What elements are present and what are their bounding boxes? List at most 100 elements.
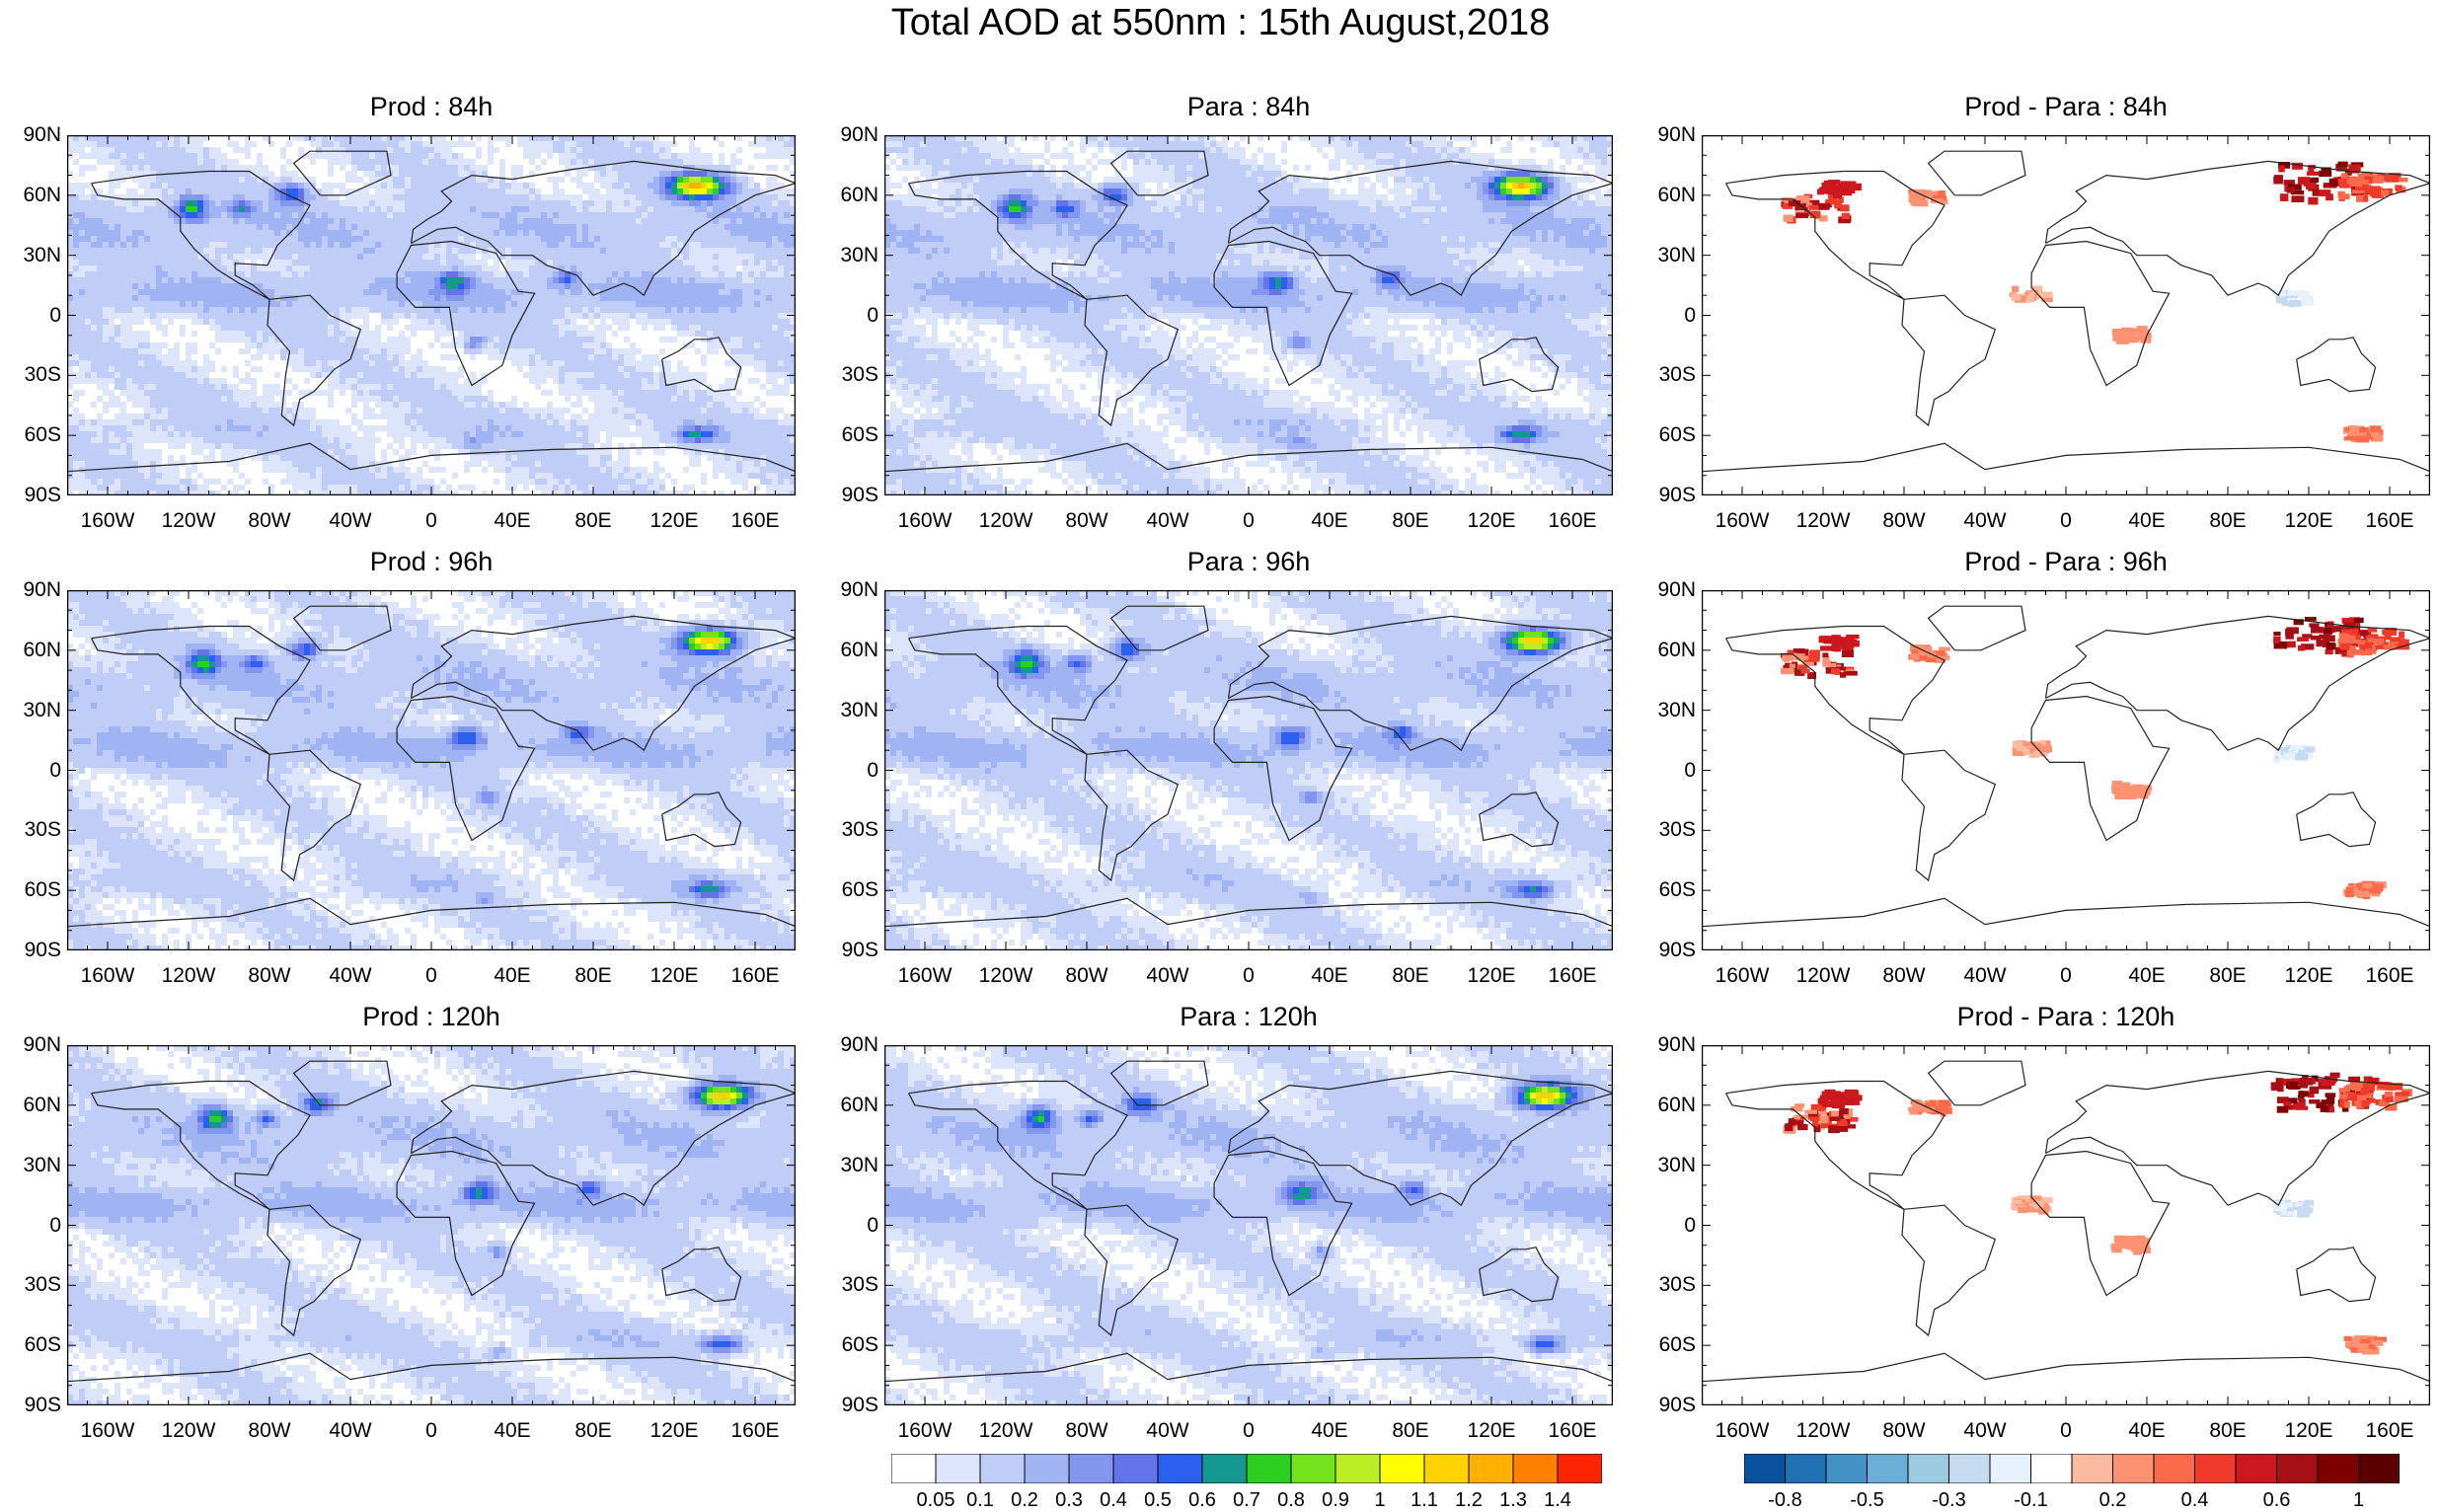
longitude-label: 160W <box>73 964 142 988</box>
map-plot <box>67 590 796 950</box>
aod-colorbar-swatches <box>890 1453 1603 1484</box>
map-plot <box>884 135 1613 495</box>
latitude-label: 30S <box>821 1274 878 1296</box>
map-panel: Prod - Para : 84h 90N 60N 30N 0 30S 60S 90S 160W… <box>1657 92 2430 532</box>
map-panel: Para : 120h 90N 60N 30N 0 30S 60S 90S 160W 120W 80… <box>840 1002 1613 1442</box>
colorbar-label: 0.2 <box>2084 1489 2143 1511</box>
map-panel: Para : 84h 90N 60N 30N 0 30S 60S 90S 160W 120W 80W… <box>840 92 1613 532</box>
longitude-label: 40E <box>2112 509 2181 533</box>
longitude-label: 160E <box>721 1419 790 1443</box>
colorbar-label: -0.5 <box>1838 1489 1897 1511</box>
latitude-label: 90S <box>821 1395 878 1416</box>
latitude-label: 30S <box>4 1274 61 1296</box>
latitude-label: 60N <box>1639 1094 1696 1116</box>
colorbar-swatch <box>2276 1453 2319 1484</box>
longitude-label: 0 <box>397 1419 466 1443</box>
map-plot <box>884 1045 1613 1405</box>
latitude-label: 0 <box>4 759 61 782</box>
longitude-label: 80W <box>1869 964 1939 988</box>
longitude-label: 160W <box>73 509 142 533</box>
latitude-label: 90N <box>1639 579 1696 601</box>
colorbar-label: -0.1 <box>2002 1489 2061 1511</box>
latitude-label: 60S <box>1639 879 1696 901</box>
longitude-label: 160W <box>890 1419 959 1443</box>
longitude-label: 80W <box>235 964 304 988</box>
longitude-label: 40E <box>478 964 547 988</box>
longitude-label: 80E <box>1376 964 1445 988</box>
diff-colorbar-swatches <box>1743 1453 2401 1484</box>
latitude-label: 0 <box>821 304 878 327</box>
longitude-label: 120E <box>640 1419 709 1443</box>
longitude-label: 120W <box>154 964 223 988</box>
latitude-label: 30S <box>4 819 61 841</box>
latitude-label: 30N <box>821 244 878 266</box>
longitude-label: 160W <box>73 1419 142 1443</box>
colorbar-label: 0.4 <box>1084 1489 1143 1511</box>
panel-title: Para : 120h <box>884 1001 1613 1032</box>
longitude-label: 120W <box>154 509 223 533</box>
latitude-label: 30S <box>821 819 878 841</box>
latitude-label: 60S <box>821 1334 878 1356</box>
longitude-label: 80W <box>1052 1419 1121 1443</box>
main-title: Total AOD at 550nm : 15th August,2018 <box>0 2 2441 43</box>
latitude-label: 90N <box>4 579 61 601</box>
latitude-label: 90S <box>1639 1395 1696 1416</box>
longitude-label: 120E <box>2274 1419 2343 1443</box>
longitude-label: 120E <box>640 964 709 988</box>
map-panel: Prod : 120h 90N 60N 30N 0 30S 60S 90S 160W 120W 80… <box>23 1002 796 1442</box>
colorbar-swatch <box>2235 1453 2277 1484</box>
colorbar-label: 1.3 <box>1484 1489 1543 1511</box>
longitude-label: 160W <box>1708 509 1777 533</box>
colorbar-label: 0.9 <box>1306 1489 1365 1511</box>
latitude-label: 0 <box>821 1214 878 1237</box>
latitude-label: 90N <box>821 579 878 601</box>
longitude-label: 120W <box>971 509 1040 533</box>
longitude-label: 160E <box>2355 964 2424 988</box>
map-plot <box>1702 590 2430 950</box>
panel-title: Prod : 84h <box>67 91 796 122</box>
latitude-label: 90N <box>1639 1034 1696 1056</box>
longitude-label: 160W <box>1708 1419 1777 1443</box>
colorbar-label: 0.6 <box>2248 1489 2307 1511</box>
longitude-label: 120W <box>154 1419 223 1443</box>
map-plot <box>67 135 796 495</box>
longitude-label: 40E <box>1295 1419 1364 1443</box>
latitude-label: 0 <box>1639 304 1696 327</box>
longitude-label: 40E <box>2112 964 2181 988</box>
colorbar-swatch <box>1989 1453 2031 1484</box>
map-panel: Prod - Para : 96h 90N 60N 30N 0 30S 60S 90S 160W… <box>1657 547 2430 987</box>
latitude-label: 60S <box>821 879 878 901</box>
longitude-label: 80E <box>559 964 628 988</box>
longitude-label: 0 <box>1214 964 1283 988</box>
longitude-label: 80W <box>235 1419 304 1443</box>
latitude-label: 90N <box>821 1034 878 1056</box>
colorbar-swatch <box>1379 1453 1425 1484</box>
longitude-label: 0 <box>2031 964 2100 988</box>
colorbar-label: 0.8 <box>1261 1489 1321 1511</box>
latitude-label: 0 <box>1639 1214 1696 1237</box>
latitude-label: 90S <box>1639 940 1696 961</box>
latitude-label: 60N <box>4 1094 61 1116</box>
longitude-label: 160W <box>1708 964 1777 988</box>
latitude-label: 30S <box>4 364 61 386</box>
latitude-label: 60N <box>1639 184 1696 206</box>
colorbar-label: 0.7 <box>1217 1489 1276 1511</box>
colorbar-label: 1.2 <box>1439 1489 1498 1511</box>
latitude-label: 30N <box>821 699 878 721</box>
map-panel: Prod - Para : 120h 90N 60N 30N 0 30S 60S 90S 160… <box>1657 1002 2430 1442</box>
latitude-label: 30N <box>4 244 61 266</box>
longitude-label: 120W <box>1789 964 1858 988</box>
latitude-label: 90N <box>1639 124 1696 146</box>
colorbar-label: 0.05 <box>906 1489 965 1511</box>
map-plot <box>1702 135 2430 495</box>
longitude-label: 0 <box>1214 509 1283 533</box>
latitude-label: 0 <box>821 759 878 782</box>
colorbar-label: 0.6 <box>1173 1489 1232 1511</box>
longitude-label: 160E <box>2355 509 2424 533</box>
colorbar-swatch <box>1290 1453 1336 1484</box>
colorbar-swatch <box>1468 1453 1514 1484</box>
longitude-label: 160E <box>721 964 790 988</box>
colorbar-label: 0.3 <box>1039 1489 1099 1511</box>
colorbar-swatch <box>2071 1453 2113 1484</box>
latitude-label: 60S <box>4 1334 61 1356</box>
